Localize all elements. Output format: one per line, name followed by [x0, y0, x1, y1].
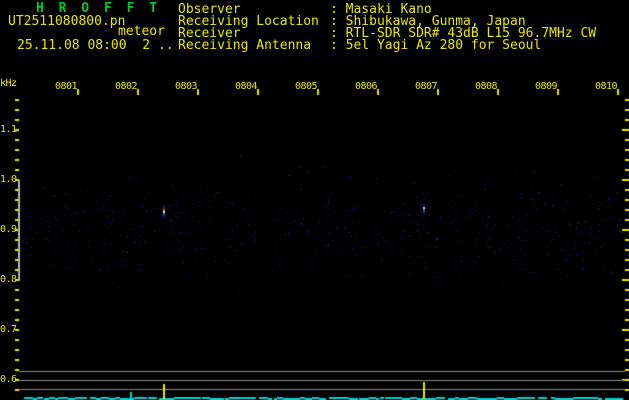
date-time-counter: 25.11.08 08:00 2 ..	[17, 38, 174, 53]
time-axis-tick-label: 0802	[115, 81, 138, 92]
station-info-value: : Masaki Kano	[330, 2, 432, 17]
time-axis-tick-label: 0801	[55, 81, 78, 92]
freq-axis-tick-label: 1.0	[0, 174, 17, 185]
app-title: H R O F F T	[36, 1, 161, 16]
output-filename: UT2511080800.pn	[8, 14, 126, 29]
station-info-block: Observer : Masaki Kano Receiving Location:…	[178, 2, 597, 53]
station-info-label: Observer	[178, 2, 241, 17]
time-axis-tick-label: 0807	[415, 81, 438, 92]
station-info-row: Receiving Location : Shibukawa, Gunma, Ja…	[178, 14, 596, 29]
station-info-value: : Shibukawa, Gunma, Japan	[330, 14, 526, 29]
time-axis-tick-label: 0804	[235, 81, 258, 92]
time-axis-tick-label: 0810	[595, 81, 618, 92]
freq-axis-tick-label: 0.9	[0, 224, 17, 235]
freq-axis-unit: kHz	[0, 78, 17, 89]
observation-mode-label: meteor	[118, 24, 165, 39]
time-axis-tick-label: 0805	[295, 81, 318, 92]
station-info-label: Receiving Antenna	[178, 38, 312, 53]
freq-axis-tick-label: 1.1	[0, 124, 17, 135]
freq-axis-tick-label: 0.8	[0, 274, 17, 285]
station-info-row: Observer : Masaki Kano	[178, 2, 596, 17]
station-info-row: Receiver : RTL-SDR SDR# 43dB L15 96.7MHz …	[178, 26, 597, 41]
station-info-row: Receiving Antenna : 5el Yagi Az 280 for S…	[178, 38, 596, 53]
freq-axis-tick-label: 0.6	[0, 374, 17, 385]
time-axis-tick-label: 0803	[175, 81, 198, 92]
time-axis-tick-label: 0808	[475, 81, 498, 92]
time-axis-tick-label: 0809	[535, 81, 558, 92]
station-info-value: : 5el Yagi Az 280 for Seoul	[330, 38, 542, 53]
station-info-value: : RTL-SDR SDR# 43dB L15 96.7MHz CW	[330, 26, 597, 41]
time-axis-tick-label: 0806	[355, 81, 378, 92]
station-info-label: Receiving Location	[178, 14, 319, 29]
station-info-label: Receiver	[178, 26, 241, 41]
freq-axis-tick-label: 0.7	[0, 324, 17, 335]
